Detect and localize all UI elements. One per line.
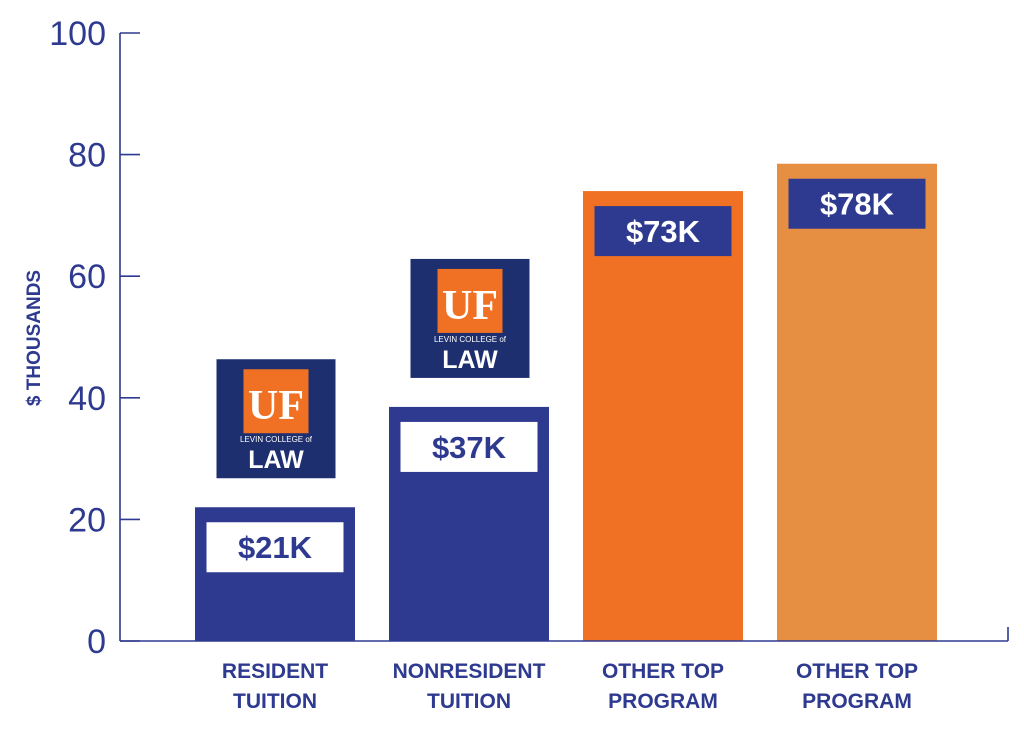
category-labels: RESIDENT TUITION NONRESIDENT TUITION OTHER T… [222, 660, 918, 713]
logo-law-text: LAW [442, 346, 498, 374]
y-tick-label: 60 [68, 258, 106, 296]
x-category-label: RESIDENT [222, 660, 328, 683]
data-label: $73K [626, 214, 701, 249]
logo-monogram: UF [442, 283, 498, 329]
x-category-label: OTHER TOP [796, 660, 918, 683]
y-tick-label: 40 [68, 380, 106, 418]
logo-subtitle: LEVIN COLLEGE of [434, 335, 507, 344]
bar [777, 163, 937, 641]
logo-subtitle: LEVIN COLLEGE of [240, 435, 313, 444]
uf-levin-law-logo: UF LEVIN COLLEGE of LAW [410, 258, 530, 378]
data-label: $37K [432, 430, 507, 465]
y-tick-label: 100 [49, 15, 106, 53]
x-category-label: OTHER TOP [602, 660, 724, 683]
y-axis-title: $ THOUSANDS [24, 270, 45, 406]
logo-orange-square [243, 369, 309, 434]
logos: UF LEVIN COLLEGE of LAW UF LEVIN COLLEGE of L… [216, 258, 530, 479]
data-label-box [400, 421, 538, 472]
logo-monogram: UF [248, 383, 304, 429]
logo-orange-square [437, 268, 503, 333]
bar [583, 191, 743, 641]
x-category-label: PROGRAM [608, 690, 718, 713]
x-category-label: TUITION [427, 690, 511, 713]
uf-levin-law-logo: UF LEVIN COLLEGE of LAW [216, 359, 336, 479]
x-category-label: TUITION [233, 690, 317, 713]
data-label: $78K [820, 187, 895, 222]
y-axis: 0 20 40 60 80 100 [49, 15, 1009, 661]
x-category-label: PROGRAM [802, 690, 912, 713]
y-tick-label: 80 [68, 137, 106, 175]
data-label-box [594, 206, 732, 257]
data-label-box [206, 522, 344, 573]
y-tick-label: 0 [87, 623, 106, 661]
x-category-label: NONRESIDENT [393, 660, 546, 683]
data-labels: $21K $37K $73K $78K [206, 178, 926, 573]
data-label: $21K [238, 530, 313, 565]
logo-law-text: LAW [248, 446, 304, 474]
y-tick-label: 20 [68, 501, 106, 539]
data-label-box [788, 178, 926, 229]
